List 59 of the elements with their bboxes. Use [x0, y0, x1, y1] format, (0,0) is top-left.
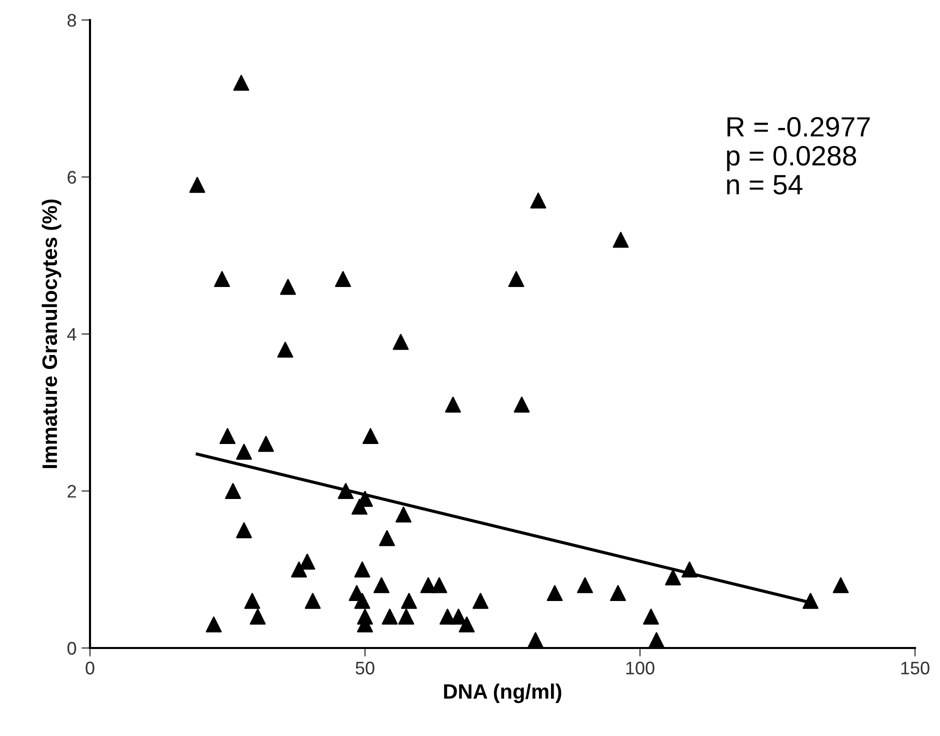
point: [648, 632, 664, 648]
point: [206, 616, 222, 632]
point: [291, 562, 307, 578]
x-tick-label: 50: [356, 662, 374, 674]
y-tick-label: 0: [67, 642, 76, 655]
y-tick-label: 8: [68, 14, 76, 27]
point: [362, 428, 378, 444]
point: [610, 585, 626, 602]
x-tick-label: 150: [901, 662, 930, 674]
point: [379, 530, 395, 546]
x-tick-label: 100: [626, 662, 654, 674]
point: [472, 592, 488, 609]
point: [354, 562, 370, 578]
point: [338, 483, 354, 499]
point: [233, 74, 250, 91]
point: [643, 608, 659, 625]
point: [528, 632, 544, 648]
point: [665, 569, 681, 586]
point: [802, 592, 818, 609]
point: [236, 522, 252, 538]
point: [682, 562, 698, 578]
point: [189, 176, 206, 193]
point: [445, 396, 461, 413]
point: [577, 577, 593, 594]
point: [382, 608, 398, 625]
point: [304, 592, 321, 609]
point: [335, 271, 351, 288]
point: [398, 608, 414, 625]
annotation: R = -0.2977 p = 0.0288 n = 54: [727, 117, 870, 195]
point: [299, 554, 316, 570]
y-axis-title: Immature Granulocytes (%): [42, 200, 62, 468]
point: [280, 278, 296, 295]
point: [458, 616, 475, 632]
point: [392, 334, 409, 350]
point: [450, 608, 466, 625]
point: [832, 577, 849, 594]
point: [530, 192, 546, 209]
point: [250, 608, 266, 625]
x-tick-label: 0: [86, 662, 94, 674]
point: [236, 444, 252, 460]
point: [612, 232, 629, 248]
point: [396, 506, 412, 523]
point: [225, 483, 241, 499]
y-tick-label: 2: [68, 484, 76, 498]
point: [431, 577, 448, 594]
y-tick-label: 4: [67, 328, 76, 341]
point: [277, 342, 294, 358]
point: [244, 592, 260, 609]
point: [374, 577, 390, 594]
point: [214, 271, 230, 288]
point: [508, 271, 524, 288]
point: [546, 585, 563, 602]
x-axis-title: DNA (ng/ml): [444, 684, 562, 704]
point: [514, 396, 530, 413]
point: [220, 428, 236, 444]
point: [354, 592, 370, 609]
y-tick-label: 6: [68, 170, 76, 184]
point: [401, 592, 417, 609]
point: [258, 436, 274, 452]
